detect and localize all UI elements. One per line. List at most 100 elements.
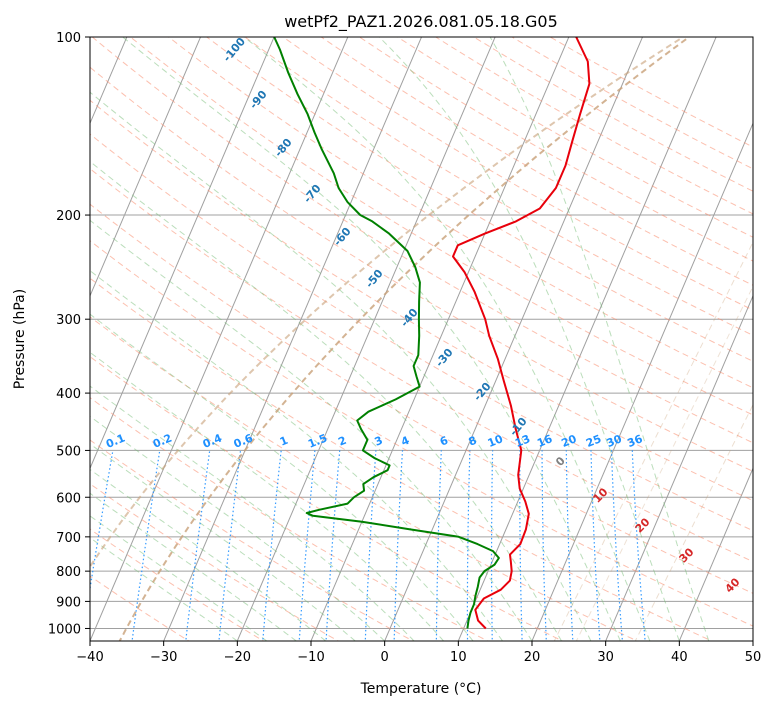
mixing-ratio-line bbox=[435, 450, 442, 641]
mixing-ratio-label: 8 bbox=[467, 434, 479, 449]
dry-adiabat-line bbox=[90, 316, 639, 641]
dry-adiabat-line bbox=[129, 37, 753, 416]
dry-adiabat-line bbox=[90, 528, 265, 641]
mixing-ratio-line bbox=[519, 450, 523, 641]
moist-adiabat-line bbox=[90, 160, 562, 641]
thermal-curve-line bbox=[118, 37, 690, 641]
mixing-ratio-line bbox=[590, 450, 601, 641]
isotherm-line bbox=[236, 37, 496, 641]
isotherm-line bbox=[678, 467, 753, 641]
thermal-curve-line bbox=[553, 240, 753, 641]
mixing-ratio-label: 30 bbox=[605, 432, 624, 450]
moist-adiabat-line bbox=[90, 537, 238, 641]
dry-adiabat-line bbox=[91, 37, 753, 444]
isotherm-line bbox=[457, 37, 717, 641]
x-tick-label: 0 bbox=[381, 650, 389, 665]
x-tick-label: 20 bbox=[524, 650, 541, 665]
moist-adiabat-line bbox=[90, 219, 533, 641]
dry-adiabat-line bbox=[90, 168, 753, 563]
thermal-curve-line bbox=[90, 37, 684, 569]
moist-adiabat-line bbox=[90, 415, 386, 641]
chart-title: wetPf2_PAZ1.2026.081.05.18.G05 bbox=[284, 12, 558, 32]
dewpoint-profile-line bbox=[273, 37, 500, 629]
mixing-ratio-line bbox=[466, 450, 471, 641]
mixing-ratio-label: 16 bbox=[535, 432, 554, 450]
isotherm-line bbox=[90, 37, 349, 641]
x-axis-ticks: −40 −30 −20 −10 0 10 20 30 40 50 bbox=[76, 641, 761, 665]
y-tick-label: 100 bbox=[56, 31, 81, 46]
moist-adiabat-line bbox=[489, 37, 710, 641]
moist-adiabat-line bbox=[378, 37, 680, 641]
x-tick-label: −10 bbox=[297, 650, 324, 665]
mixing-ratio-label: 1 bbox=[278, 434, 290, 449]
x-tick-label: 40 bbox=[671, 650, 688, 665]
y-tick-label: 500 bbox=[56, 444, 81, 459]
temperature-profile-line bbox=[452, 37, 591, 630]
y-tick-label: 300 bbox=[56, 313, 81, 328]
moist-adiabat-line bbox=[90, 385, 415, 641]
mixing-ratio-label: 20 bbox=[559, 432, 578, 450]
thermal-curve-line bbox=[634, 403, 753, 641]
mixing-ratio-line bbox=[610, 450, 624, 641]
y-tick-label: 800 bbox=[56, 565, 81, 580]
y-tick-label: 600 bbox=[56, 491, 81, 506]
dry-adiabat-line bbox=[90, 203, 753, 594]
dry-adiabat-line bbox=[90, 356, 564, 641]
plot-area bbox=[90, 37, 753, 641]
moist-adiabat-line bbox=[90, 468, 327, 641]
mixing-ratio-label: 3 bbox=[373, 434, 385, 449]
mixing-ratio-label: 36 bbox=[625, 432, 644, 450]
dry-adiabat-line bbox=[244, 37, 753, 336]
background-lines bbox=[90, 37, 753, 641]
mixing-ratio-label: 2 bbox=[336, 434, 348, 449]
y-tick-label: 1000 bbox=[48, 622, 81, 637]
x-tick-label: −30 bbox=[150, 650, 177, 665]
x-tick-label: 10 bbox=[450, 650, 467, 665]
y-tick-label: 200 bbox=[56, 209, 81, 224]
moist-adiabat-line bbox=[90, 351, 444, 641]
mixing-ratio-line bbox=[325, 450, 341, 641]
dry-adiabat-line bbox=[90, 397, 489, 641]
isotherm-line bbox=[531, 122, 753, 641]
x-tick-label: 30 bbox=[597, 650, 614, 665]
isotherm-line bbox=[90, 37, 202, 298]
dry-adiabat-line bbox=[90, 240, 753, 627]
dry-adiabat-line bbox=[90, 133, 753, 532]
mixing-ratio-line bbox=[541, 450, 547, 641]
isotherm-line bbox=[90, 37, 275, 470]
moist-adiabat-line bbox=[122, 37, 621, 641]
moist-adiabat-line bbox=[90, 492, 297, 641]
mixing-ratio-label: 25 bbox=[584, 432, 603, 450]
isotherm-line bbox=[605, 294, 753, 641]
mixing-ratio-label: 13 bbox=[513, 432, 532, 450]
mixing-ratio-label: 10 bbox=[486, 432, 505, 450]
isotherm-line bbox=[90, 37, 128, 125]
x-tick-label: −20 bbox=[224, 650, 251, 665]
dry-adiabat-line bbox=[90, 483, 340, 641]
dry-adiabat-line bbox=[90, 277, 713, 641]
moist-adiabat-line bbox=[90, 515, 268, 641]
dry-adiabat-line bbox=[90, 439, 414, 641]
mixing-ratio-line bbox=[631, 450, 646, 641]
isotherm-line bbox=[384, 37, 644, 641]
isotherm-line bbox=[163, 37, 423, 641]
dry-adiabat-line bbox=[205, 37, 753, 362]
y-tick-label: 400 bbox=[56, 387, 81, 402]
mixing-ratio-line bbox=[490, 450, 494, 641]
isotherm-line bbox=[310, 37, 570, 641]
moist-adiabat-line bbox=[90, 313, 474, 641]
series-layer bbox=[273, 37, 591, 630]
moist-adiabat-line bbox=[243, 37, 651, 641]
y-axis-title: Pressure (hPa) bbox=[12, 289, 28, 389]
dry-adiabat-line bbox=[320, 37, 753, 286]
y-tick-label: 700 bbox=[56, 531, 81, 546]
mixing-ratio-line bbox=[364, 450, 377, 641]
x-tick-label: −40 bbox=[76, 650, 103, 665]
plot-frame bbox=[89, 36, 754, 642]
mixing-ratio-line bbox=[393, 450, 404, 641]
y-axis-ticks: 1000 900 800 700 600 500 400 300 200 100 bbox=[48, 31, 90, 637]
x-tick-label: 50 bbox=[745, 650, 762, 665]
y-tick-label: 900 bbox=[56, 595, 81, 610]
